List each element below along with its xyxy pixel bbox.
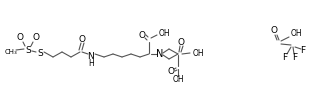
Text: F: F bbox=[283, 53, 288, 61]
Text: N: N bbox=[156, 49, 164, 59]
Text: S: S bbox=[37, 49, 43, 57]
Text: H: H bbox=[88, 59, 94, 67]
Text: OH: OH bbox=[172, 75, 184, 84]
Text: O: O bbox=[271, 26, 278, 35]
Text: F: F bbox=[292, 53, 297, 61]
Text: O: O bbox=[33, 33, 40, 43]
Text: OH: OH bbox=[193, 49, 205, 57]
Text: OH: OH bbox=[159, 29, 171, 39]
Text: S: S bbox=[25, 46, 31, 54]
Text: O: O bbox=[78, 35, 86, 43]
Text: O: O bbox=[178, 37, 185, 46]
Text: O: O bbox=[138, 30, 145, 39]
Text: O: O bbox=[168, 67, 175, 75]
Text: OH: OH bbox=[291, 29, 303, 37]
Text: O: O bbox=[17, 33, 24, 43]
Text: F: F bbox=[300, 46, 305, 54]
Text: CH₃: CH₃ bbox=[5, 49, 17, 55]
Text: N: N bbox=[88, 52, 94, 60]
